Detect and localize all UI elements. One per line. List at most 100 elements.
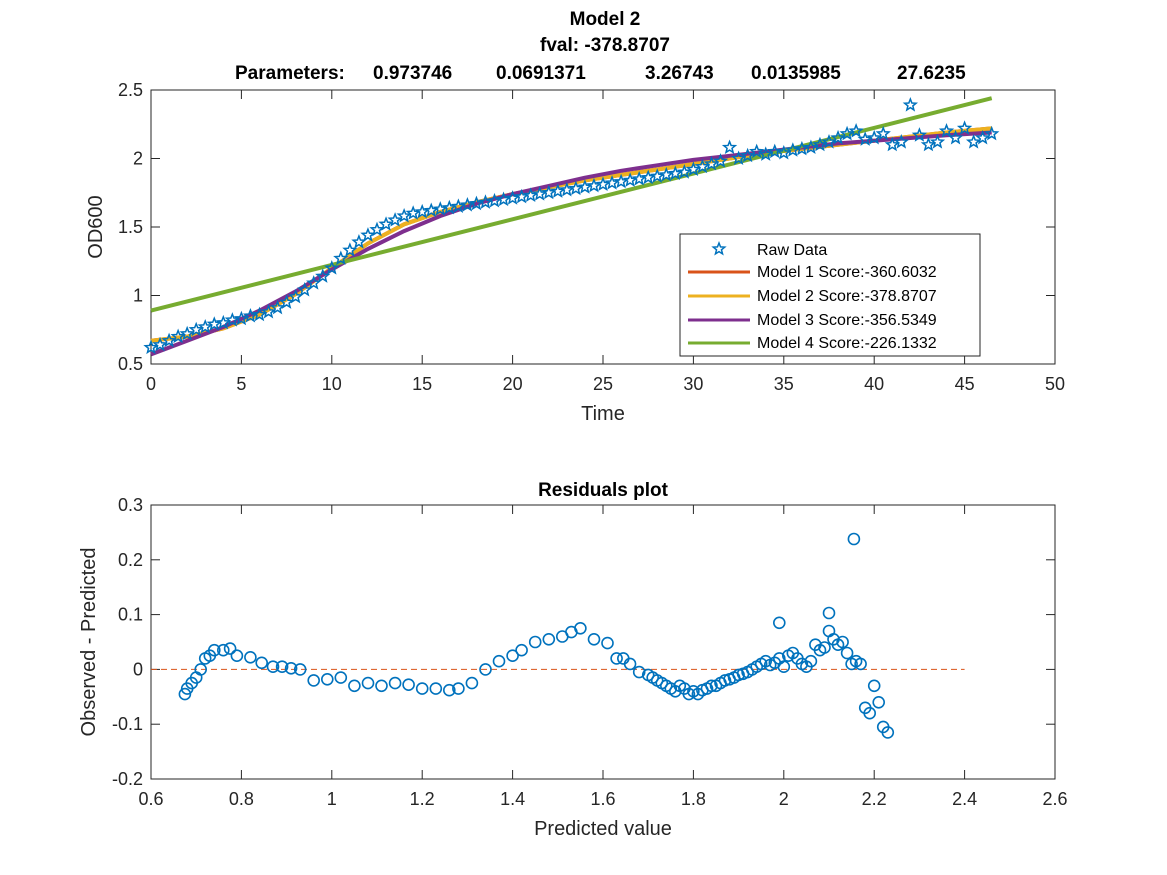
plot2-axes-box bbox=[150, 504, 1056, 780]
residual-point bbox=[863, 706, 877, 720]
plot2-xtick-label: 2.2 bbox=[862, 789, 887, 809]
plot2-xtick-label: 1.6 bbox=[590, 789, 615, 809]
plot2-ytick-label: 0 bbox=[133, 659, 143, 679]
raw-data-point bbox=[812, 136, 828, 152]
parameters-title: Parameters: 0.973746 0.0691371 3.26743 0… bbox=[235, 63, 966, 84]
raw-data-point bbox=[405, 205, 421, 220]
legend-label-model2: Model 2 Score:-378.8707 bbox=[757, 288, 937, 305]
raw-data-point bbox=[188, 321, 204, 337]
raw-data-point bbox=[351, 234, 367, 249]
raw-data-point bbox=[730, 150, 747, 166]
residual-point bbox=[528, 635, 542, 649]
raw-data-point bbox=[875, 125, 891, 141]
residual-point bbox=[255, 656, 269, 670]
residual-point bbox=[275, 660, 289, 674]
residual-point bbox=[818, 641, 831, 654]
plot2-ytick-label: -0.2 bbox=[112, 769, 143, 789]
residual-point bbox=[208, 643, 221, 657]
plot1-xtick-label: 45 bbox=[955, 374, 975, 394]
raw-data-point bbox=[143, 339, 159, 355]
raw-data-point bbox=[938, 123, 955, 138]
residual-point bbox=[223, 642, 237, 655]
plot1-ytick-label: 2.5 bbox=[118, 80, 143, 100]
raw-data-point bbox=[315, 268, 331, 283]
residual-point bbox=[822, 624, 836, 638]
raw-data-point bbox=[767, 143, 783, 159]
raw-data-point bbox=[360, 227, 376, 242]
residual-point bbox=[452, 682, 465, 695]
parameter-value: 27.6235 bbox=[897, 63, 966, 84]
residual-point bbox=[293, 663, 307, 676]
parameter-value: 0.0691371 bbox=[496, 63, 586, 84]
residual-point bbox=[587, 632, 601, 646]
plot1-ytick-label: 2 bbox=[133, 149, 143, 169]
raw-data-point bbox=[947, 129, 964, 145]
residual-point bbox=[388, 676, 402, 690]
plot2-xtick-label: 0.8 bbox=[229, 789, 254, 809]
residual-point bbox=[847, 532, 861, 546]
plot1-xtick-label: 50 bbox=[1045, 374, 1065, 394]
raw-data-point bbox=[902, 97, 919, 112]
plot1-xlabel: Time bbox=[581, 403, 625, 425]
residual-point bbox=[284, 661, 298, 675]
plot1-xtick-label: 15 bbox=[412, 374, 432, 394]
raw-data-point bbox=[378, 216, 394, 231]
legend-raw-marker bbox=[711, 240, 727, 256]
raw-data-point bbox=[233, 310, 250, 326]
raw-data-point bbox=[965, 134, 982, 149]
residual-point bbox=[244, 650, 257, 664]
plot2-ticks: 0.6 0.8 1 1.2 1.4 1.6 1.8 2 2.2 2.4 2.6 -0.2 -0.1 0 0.… bbox=[112, 495, 1068, 809]
residuals-plot: Residuals plot 0.6 0.8 1 1.2 1.4 1.6 1.8 2 2.2 2.… bbox=[78, 480, 1068, 840]
raw-data-point bbox=[739, 147, 756, 163]
plot1-ytick-label: 1.5 bbox=[118, 217, 143, 237]
legend-label-model3: Model 3 Score:-356.5349 bbox=[757, 312, 937, 329]
raw-data-point bbox=[749, 143, 765, 159]
residual-point bbox=[230, 649, 244, 663]
raw-data-point bbox=[342, 242, 358, 257]
raw-data-point bbox=[161, 332, 177, 348]
plot2-xlabel: Predicted value bbox=[534, 818, 672, 840]
residual-point bbox=[442, 683, 456, 697]
legend: Raw Data Model 1 Score:-360.6032 Model 2… bbox=[679, 233, 981, 357]
residual-point bbox=[415, 682, 429, 695]
residual-point bbox=[266, 660, 280, 674]
plot2-xtick-label: 2.4 bbox=[952, 789, 977, 809]
raw-data-point bbox=[269, 299, 286, 315]
raw-data-point bbox=[956, 120, 973, 135]
plot1-ytick-label: 0.5 bbox=[118, 354, 143, 374]
raw-data-point bbox=[839, 125, 855, 141]
raw-data-point bbox=[830, 129, 846, 145]
plot1-xtick-label: 5 bbox=[236, 374, 246, 394]
raw-data-point bbox=[197, 318, 213, 334]
raw-data-point bbox=[911, 127, 928, 142]
raw-data-point bbox=[278, 294, 295, 309]
residual-point bbox=[777, 660, 791, 674]
raw-data-point bbox=[893, 134, 909, 149]
plot2-xtick-label: 2 bbox=[779, 789, 789, 809]
plot2-xtick-label: 2.6 bbox=[1042, 789, 1067, 809]
residual-point bbox=[854, 657, 867, 671]
residual-point bbox=[320, 672, 334, 686]
raw-data-point bbox=[848, 123, 864, 138]
residual-point bbox=[375, 679, 388, 693]
residual-point bbox=[348, 679, 361, 693]
residual-point bbox=[872, 695, 886, 709]
raw-data-point bbox=[821, 134, 837, 149]
legend-label-raw: Raw Data bbox=[757, 242, 827, 259]
raw-data-point bbox=[297, 281, 313, 297]
plot2-xtick-label: 1.2 bbox=[410, 789, 435, 809]
residual-point bbox=[867, 679, 881, 693]
residual-point bbox=[632, 665, 646, 679]
plot1-xtick-label: 30 bbox=[683, 374, 703, 394]
raw-data-point bbox=[369, 221, 385, 237]
raw-data-point bbox=[721, 139, 738, 155]
plot1-xtick-label: 20 bbox=[503, 374, 523, 394]
residual-point bbox=[194, 663, 207, 676]
plot2-xtick-label: 1 bbox=[327, 789, 337, 809]
fval-title: fval: -378.8707 bbox=[540, 35, 670, 56]
raw-data-point bbox=[260, 303, 277, 319]
plot2-ytick-label: -0.1 bbox=[112, 714, 143, 734]
raw-data-point bbox=[984, 125, 1000, 141]
parameters-label: Parameters: bbox=[235, 63, 345, 84]
